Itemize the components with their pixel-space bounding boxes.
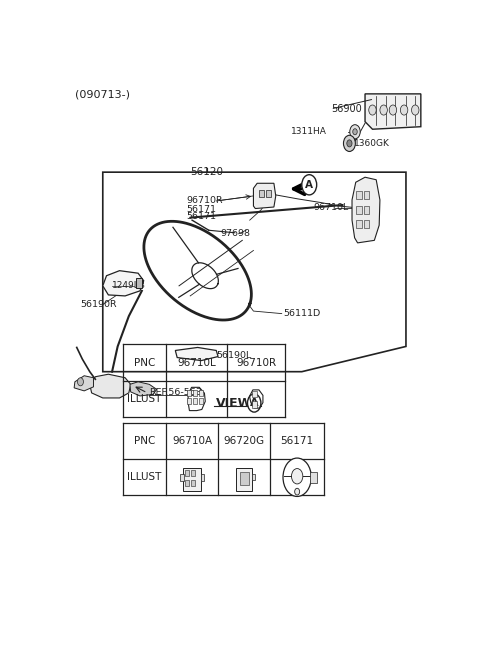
Polygon shape (103, 172, 406, 372)
Bar (364, 192, 369, 199)
Polygon shape (175, 348, 218, 361)
Bar (199, 390, 203, 396)
Bar (252, 401, 257, 407)
Text: 1249LB: 1249LB (112, 281, 146, 291)
Bar (252, 474, 255, 480)
Text: A: A (305, 180, 313, 190)
Circle shape (291, 468, 303, 484)
Text: 96720G: 96720G (224, 436, 264, 446)
Bar (357, 192, 362, 199)
Polygon shape (253, 183, 276, 209)
Text: PNC: PNC (134, 436, 156, 446)
Text: PNC: PNC (134, 358, 156, 367)
Text: 56171: 56171 (281, 436, 314, 446)
Bar (185, 480, 189, 486)
Circle shape (283, 458, 312, 497)
Bar (236, 468, 252, 491)
Bar (240, 472, 249, 485)
Circle shape (380, 105, 387, 115)
Polygon shape (103, 271, 144, 296)
Text: 96710R: 96710R (236, 358, 276, 367)
Circle shape (350, 125, 360, 139)
Text: 96710R: 96710R (186, 196, 223, 205)
Bar (183, 468, 201, 491)
Bar (252, 392, 257, 398)
Text: 96710A: 96710A (172, 436, 212, 446)
Bar (310, 472, 317, 483)
Bar (187, 390, 191, 396)
Text: 97698: 97698 (220, 230, 250, 238)
Bar (192, 470, 195, 476)
Text: 56190R: 56190R (81, 300, 117, 309)
Text: 1360GK: 1360GK (354, 139, 390, 148)
Bar (364, 220, 369, 228)
Circle shape (347, 140, 352, 147)
Polygon shape (192, 263, 218, 289)
Bar (180, 474, 183, 482)
Polygon shape (365, 94, 421, 129)
Circle shape (353, 129, 357, 134)
Circle shape (389, 105, 396, 115)
Circle shape (369, 105, 376, 115)
Polygon shape (130, 382, 156, 396)
Text: VIEW: VIEW (216, 396, 252, 409)
Text: (090713-): (090713-) (75, 90, 130, 100)
Text: 56900: 56900 (332, 104, 362, 114)
Bar (192, 480, 195, 486)
Circle shape (344, 135, 355, 152)
Polygon shape (135, 277, 142, 288)
Circle shape (411, 105, 419, 115)
Text: 96710L: 96710L (313, 203, 348, 212)
Text: 56111D: 56111D (283, 309, 321, 318)
Text: A: A (250, 398, 259, 408)
Polygon shape (352, 177, 380, 243)
Bar (201, 474, 204, 482)
Text: 56190L: 56190L (216, 350, 252, 359)
Bar (193, 390, 197, 396)
Bar (364, 205, 369, 214)
Bar (357, 220, 362, 228)
Bar (187, 398, 191, 404)
Text: 56171: 56171 (186, 205, 216, 214)
Bar (259, 190, 264, 197)
Text: 96710L: 96710L (177, 358, 216, 367)
Bar (357, 205, 362, 214)
Polygon shape (74, 376, 94, 391)
Text: REF.56-563: REF.56-563 (149, 388, 202, 398)
Bar (199, 398, 203, 404)
Ellipse shape (295, 488, 300, 495)
Circle shape (302, 174, 317, 195)
Circle shape (77, 378, 84, 386)
Text: 1311HA: 1311HA (290, 127, 326, 136)
Polygon shape (90, 374, 131, 398)
Text: ILLUST: ILLUST (128, 472, 162, 482)
Bar (185, 470, 189, 476)
Polygon shape (144, 221, 252, 320)
Text: ILLUST: ILLUST (128, 394, 162, 404)
Text: 56120: 56120 (191, 167, 223, 176)
Text: 56171: 56171 (186, 212, 216, 221)
Circle shape (400, 105, 408, 115)
Bar (193, 398, 197, 404)
Bar (266, 190, 271, 197)
Circle shape (248, 394, 261, 412)
